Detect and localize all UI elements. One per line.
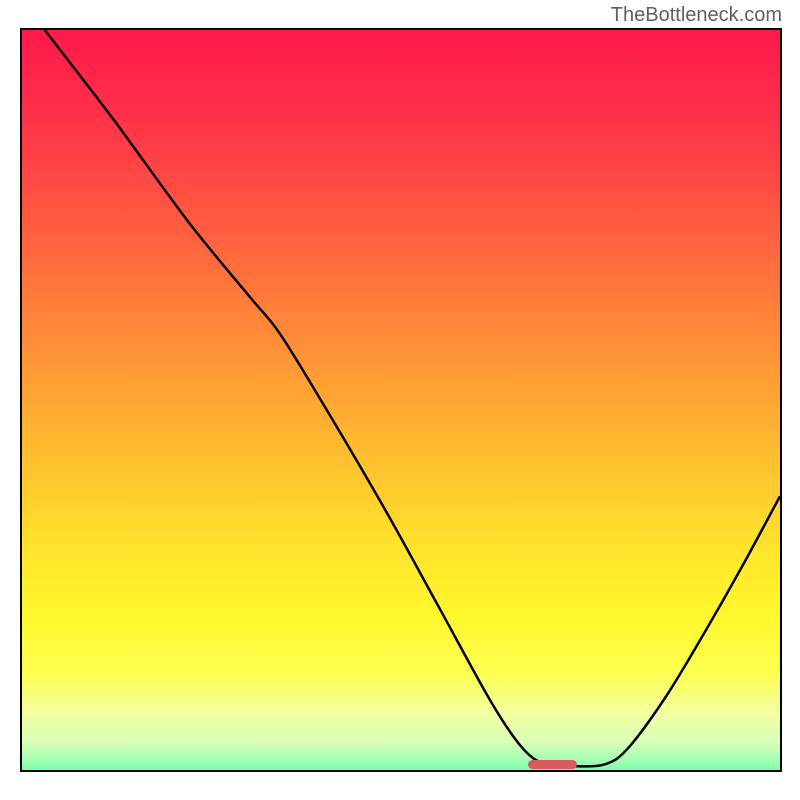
- bottleneck-curve: [22, 30, 780, 770]
- optimum-marker: [528, 760, 577, 769]
- watermark-text: TheBottleneck.com: [611, 4, 782, 27]
- plot-area: [20, 28, 782, 772]
